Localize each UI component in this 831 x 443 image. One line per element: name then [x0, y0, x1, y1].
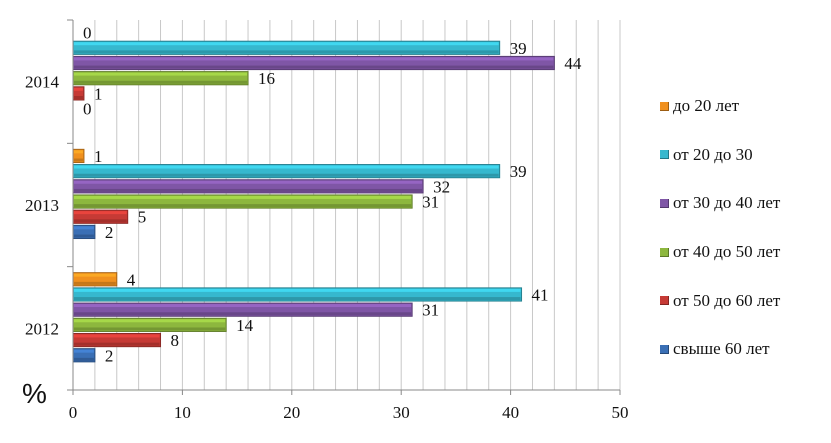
legend-item: от 30 до 40 лет — [660, 179, 828, 228]
bar-value-label: 31 — [422, 301, 439, 320]
legend-item: от 40 до 50 лет — [660, 228, 828, 277]
legend-item: до 20 лет — [660, 82, 828, 131]
bars — [72, 40, 555, 363]
legend-swatch — [660, 150, 669, 160]
bar — [72, 164, 501, 179]
legend-label: от 30 до 40 лет — [673, 193, 781, 213]
bar — [72, 40, 501, 55]
bar-value-label: 4 — [127, 270, 136, 289]
x-tick-label: 50 — [612, 403, 629, 422]
bar — [72, 272, 118, 287]
bar — [72, 86, 85, 101]
legend-swatch — [660, 296, 669, 306]
bar — [72, 332, 162, 348]
x-tick-label: 0 — [69, 403, 78, 422]
bar — [72, 287, 523, 302]
legend: до 20 лет от 20 до 30 от 30 до 40 лет от 40… — [660, 82, 828, 374]
legend-item: свыше 60 лет — [660, 325, 828, 374]
bar — [72, 317, 227, 332]
x-tick-label: 30 — [393, 403, 410, 422]
y-category-label: 2012 — [25, 319, 59, 338]
legend-label: от 50 до 60 лет — [673, 290, 781, 310]
bar-value-label: 0 — [83, 24, 92, 43]
bar — [72, 302, 413, 317]
bar — [72, 71, 249, 86]
bar-value-label: 14 — [236, 316, 254, 335]
bar-value-label: 39 — [510, 39, 527, 58]
legend-swatch — [660, 101, 669, 111]
bar-value-label: 2 — [105, 223, 114, 242]
bar — [72, 55, 555, 71]
y-category-label: 2013 — [25, 196, 59, 215]
legend-swatch — [660, 344, 669, 354]
legend-swatch — [660, 198, 669, 208]
x-tick-label: 40 — [502, 403, 519, 422]
x-tick-label: 20 — [283, 403, 300, 422]
bar-value-label: 5 — [138, 208, 147, 227]
bar-value-label: 0 — [83, 100, 92, 119]
legend-swatch — [660, 247, 669, 257]
bar-value-label: 41 — [532, 285, 549, 304]
bar-value-label: 2 — [105, 346, 114, 365]
bar-value-label: 16 — [258, 69, 275, 88]
bar-value-label: 1 — [94, 84, 103, 103]
x-axis-unit-label: % — [22, 378, 47, 409]
bar-value-label: 8 — [171, 331, 180, 350]
bar-value-label: 39 — [510, 162, 527, 181]
legend-item: от 50 до 60 лет — [660, 276, 828, 325]
bar-value-label: 32 — [433, 177, 450, 196]
y-category-label: 2014 — [25, 73, 60, 92]
bar-value-label: 31 — [422, 193, 439, 212]
bar — [72, 148, 85, 164]
legend-item: от 20 до 30 — [660, 131, 828, 180]
legend-label: свыше 60 лет — [673, 339, 770, 359]
bar-value-label: 44 — [564, 54, 582, 73]
legend-label: от 20 до 30 — [673, 144, 753, 164]
bar — [72, 209, 129, 224]
bar — [72, 348, 96, 363]
bar — [72, 224, 96, 240]
legend-label: от 40 до 50 лет — [673, 242, 781, 262]
legend-label: до 20 лет — [673, 96, 740, 116]
x-tick-label: 10 — [174, 403, 191, 422]
bar-value-label: 1 — [94, 147, 103, 166]
bar — [72, 179, 424, 194]
bar — [72, 194, 413, 209]
